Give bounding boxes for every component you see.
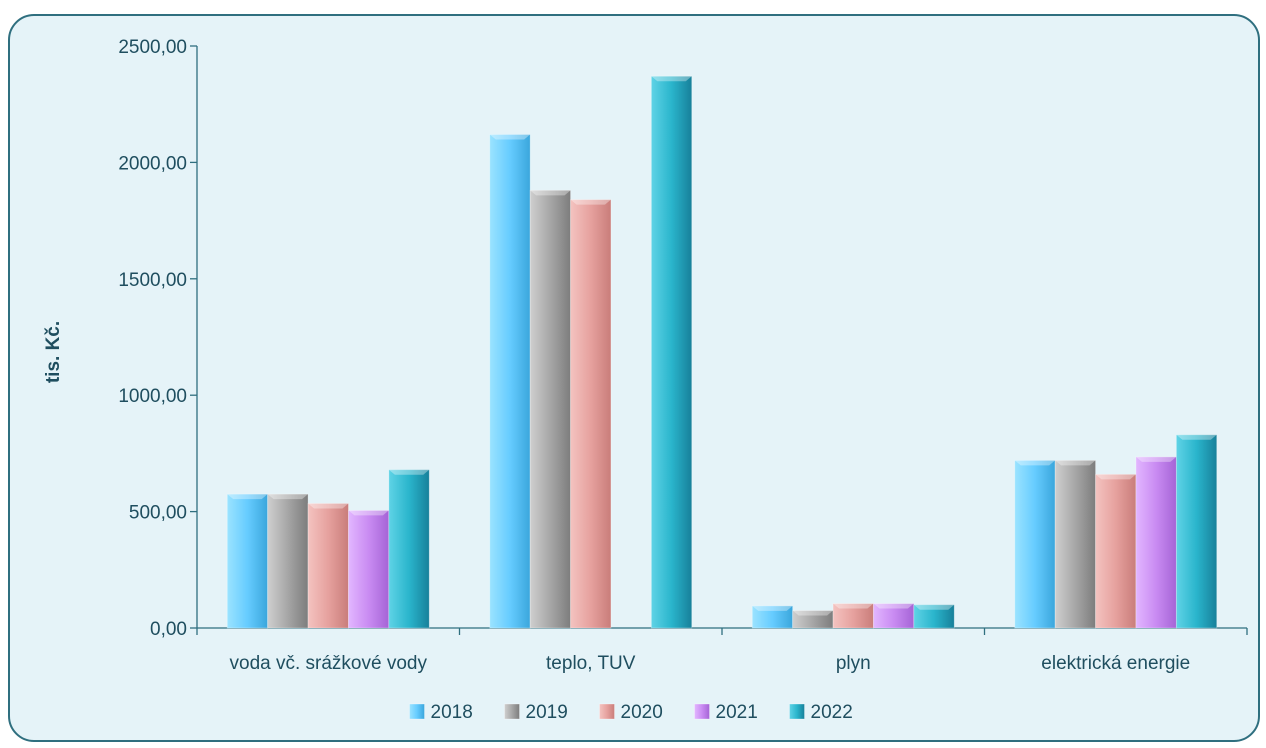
bar-bevel xyxy=(489,134,531,140)
x-category-label: plyn xyxy=(836,653,871,674)
bar-2020 xyxy=(1095,473,1137,629)
bar-2021 xyxy=(348,510,390,629)
legend-label-2019: 2019 xyxy=(526,702,568,723)
bar-bevel xyxy=(651,76,692,82)
bar-2022 xyxy=(388,469,430,629)
bar-2019 xyxy=(529,189,571,629)
legend-label-2018: 2018 xyxy=(431,702,473,723)
bars xyxy=(226,75,1218,629)
bar-2018 xyxy=(226,493,269,629)
bar-bevel xyxy=(1176,434,1217,440)
bar-bevel xyxy=(530,190,571,196)
bar-bevel xyxy=(833,603,874,609)
x-category-label: voda vč. srážkové vody xyxy=(230,653,428,674)
legend-label-2020: 2020 xyxy=(621,702,663,723)
legend-swatch-2018 xyxy=(409,703,425,720)
bar-bevel xyxy=(913,604,955,610)
bar-bevel xyxy=(308,503,349,509)
bar-bevel xyxy=(348,510,389,516)
legend-label-2021: 2021 xyxy=(716,702,758,723)
bar-bevel xyxy=(1055,460,1096,466)
bar-2019 xyxy=(267,493,309,629)
bar-bevel xyxy=(227,494,268,500)
bar-chart: 0,00 500,00 1000,00 1500,00 2000,00 2500,00 v… xyxy=(43,37,1248,723)
bar-2018 xyxy=(489,134,531,629)
bar-bevel xyxy=(792,610,834,616)
y-tick-label: 2500,00 xyxy=(118,37,187,58)
legend: 2018 2019 2020 2021 2022 xyxy=(409,702,853,723)
y-axis: 0,00 500,00 1000,00 1500,00 2000,00 2500,00 xyxy=(118,37,198,640)
y-tick-label: 500,00 xyxy=(129,503,187,524)
legend-label-2022: 2022 xyxy=(811,702,853,723)
chart-frame: 0,00 500,00 1000,00 1500,00 2000,00 2500,00 v… xyxy=(8,14,1260,742)
bar-bevel xyxy=(873,603,914,609)
legend-swatch-2020 xyxy=(599,703,615,720)
legend-swatch-2022 xyxy=(789,703,805,720)
bar-2020 xyxy=(832,603,874,629)
bar-2018 xyxy=(1014,459,1056,629)
y-tick-label: 2000,00 xyxy=(118,153,187,174)
bar-bevel xyxy=(1135,456,1177,462)
bar-2020 xyxy=(307,503,349,629)
y-tick-label: 1500,00 xyxy=(118,270,187,291)
bar-bevel xyxy=(570,199,611,205)
bar-2020 xyxy=(570,199,612,629)
bar-bevel xyxy=(752,605,793,611)
bar-2022 xyxy=(650,75,693,629)
bar-2021 xyxy=(873,603,915,629)
bar-2022 xyxy=(913,604,955,629)
bar-bevel xyxy=(1014,460,1056,466)
bar-2022 xyxy=(1175,434,1218,629)
bar-bevel xyxy=(1095,474,1136,480)
bar-2021 xyxy=(1135,456,1177,629)
x-category-label: elektrická energie xyxy=(1041,653,1190,674)
bar-bevel xyxy=(388,469,430,475)
x-category-label: teplo, TUV xyxy=(546,653,636,674)
bar-bevel xyxy=(267,494,309,500)
x-axis: voda vč. srážkové vody teplo, TUV plyn elek… xyxy=(196,627,1248,674)
y-tick-label: 1000,00 xyxy=(118,386,187,407)
y-axis-title: tis. Kč. xyxy=(43,321,64,383)
y-tick-label: 0,00 xyxy=(150,619,187,640)
legend-swatch-2019 xyxy=(504,703,520,720)
bar-2019 xyxy=(1054,459,1096,629)
legend-swatch-2021 xyxy=(694,703,710,720)
